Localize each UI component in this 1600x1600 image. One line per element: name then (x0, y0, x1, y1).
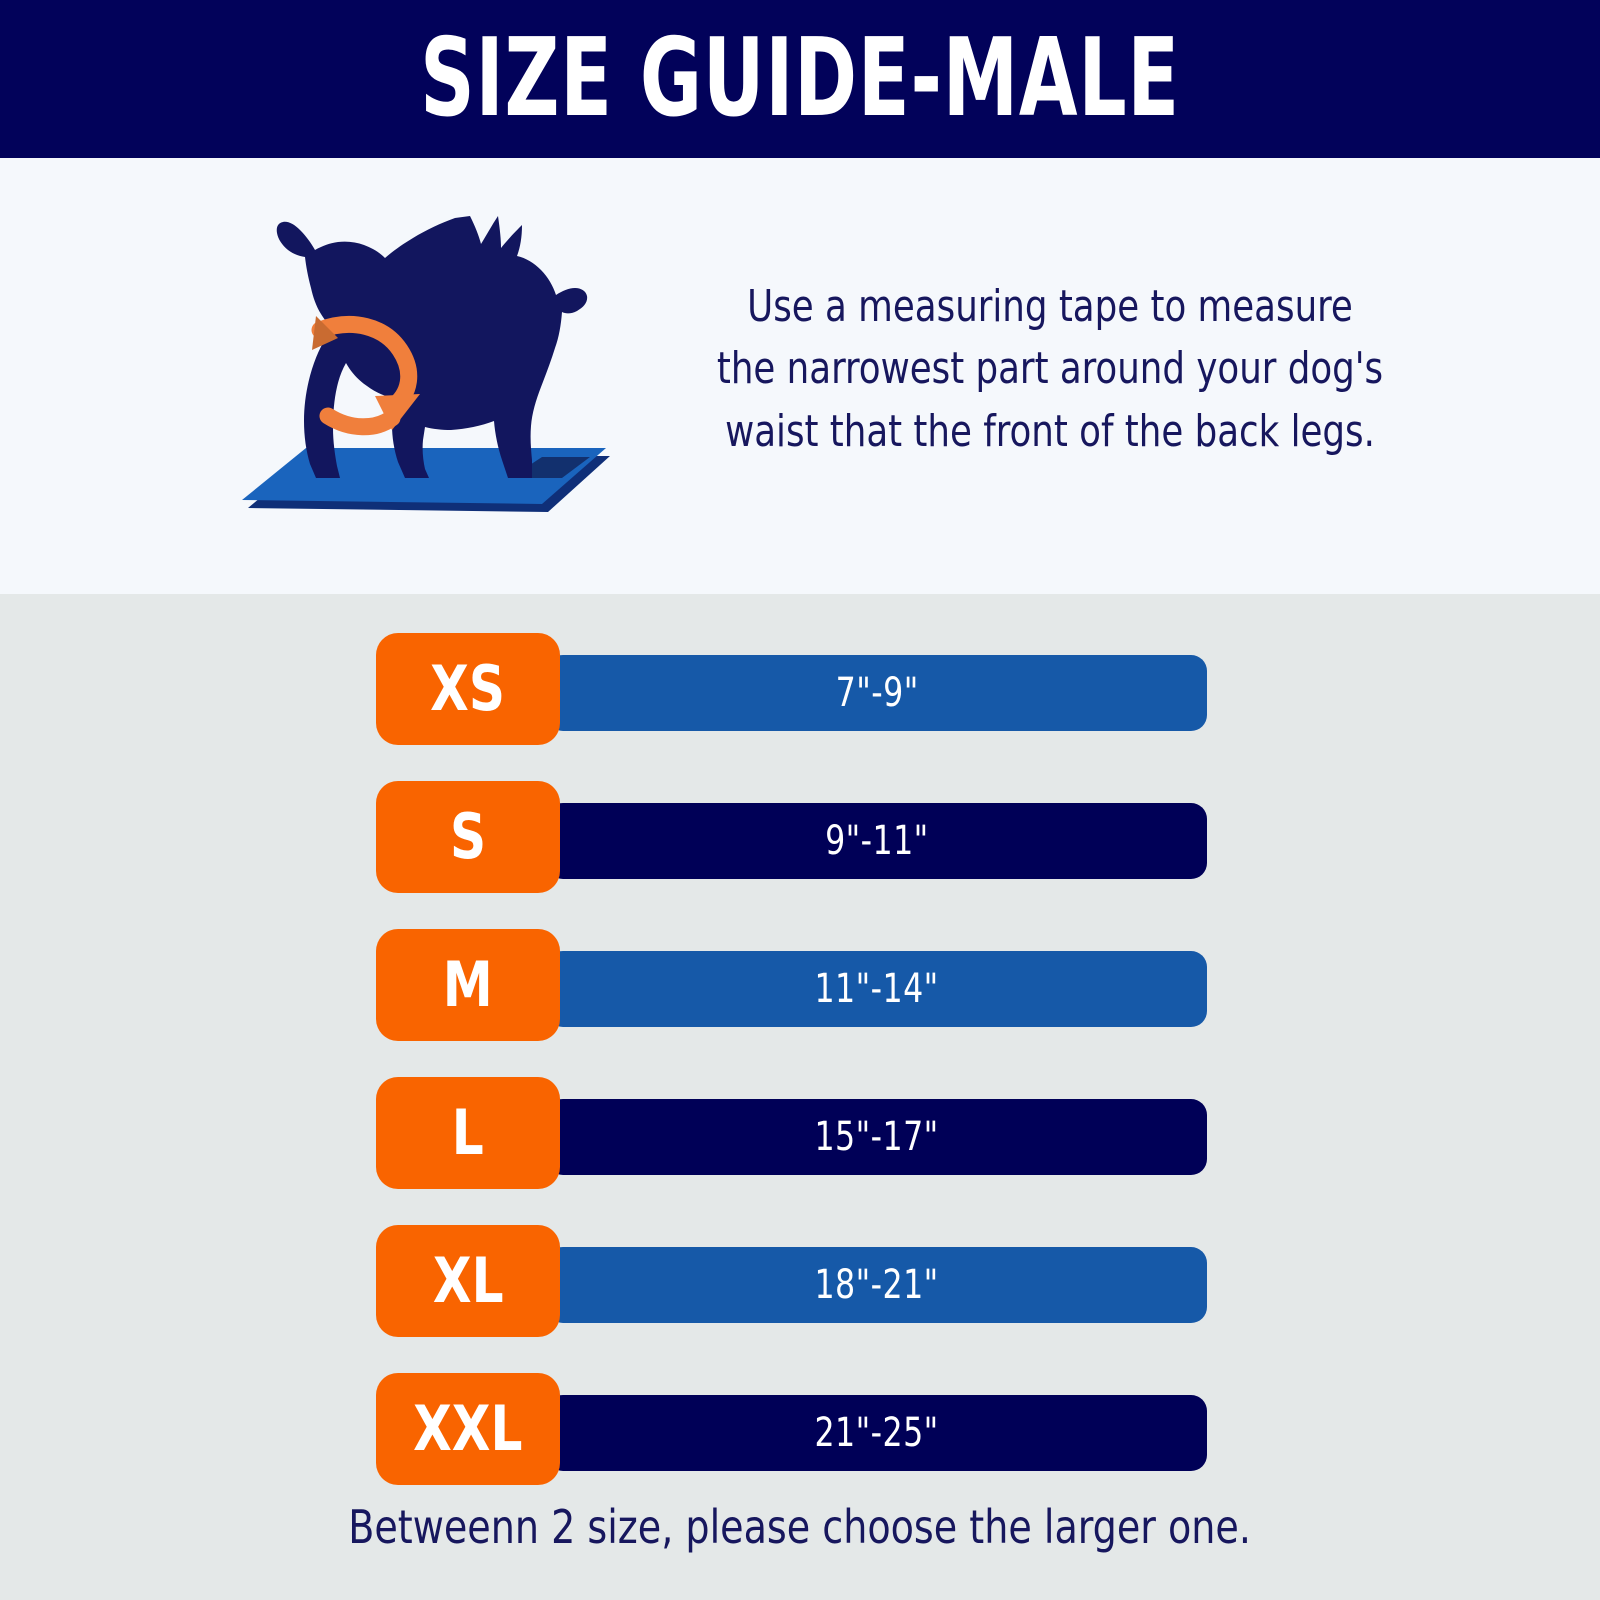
size-row: 7"-9" XS (376, 633, 1216, 745)
measurement-range: 15"-17" (814, 1114, 940, 1160)
size-chip-xs[interactable]: XS (376, 633, 560, 745)
measurement-bar: 9"-11" (547, 803, 1207, 879)
instruction-section: Use a measuring tape to measure the narr… (0, 158, 1600, 594)
footnote: Betweenn 2 size, please choose the large… (348, 1500, 1252, 1554)
instruction-line-3: waist that the front of the back legs. (725, 405, 1375, 457)
measurement-bar: 18"-21" (547, 1247, 1207, 1323)
size-chip-m[interactable]: M (376, 929, 560, 1041)
measurement-bar: 7"-9" (547, 655, 1207, 731)
measurement-range: 9"-11" (825, 818, 929, 864)
size-chip-xl[interactable]: XL (376, 1225, 560, 1337)
measurement-range: 7"-9" (835, 670, 919, 716)
arrow-head-icon (375, 394, 420, 430)
size-chip-label: L (451, 1096, 484, 1169)
measurement-bar: 15"-17" (547, 1099, 1207, 1175)
size-row: 18"-21" XL (376, 1225, 1216, 1337)
header-banner: SIZE GUIDE-MALE (0, 0, 1600, 158)
size-chart-section: 7"-9" XS 9"-11" S 11"-14" M 15"-17" L 18"-21" XL 2… (0, 594, 1600, 1600)
measuring-instructions: Use a measuring tape to measure the narr… (681, 276, 1419, 463)
yoga-mat-icon (242, 448, 610, 512)
arrow-tail-icon (312, 316, 338, 350)
page-title: SIZE GUIDE-MALE (420, 16, 1180, 141)
measurement-arrow-icon (311, 316, 418, 436)
measurement-range: 11"-14" (814, 966, 940, 1012)
size-chip-label: M (443, 948, 493, 1021)
measurement-range: 18"-21" (814, 1262, 940, 1308)
size-chip-label: XL (432, 1244, 504, 1317)
size-row: 9"-11" S (376, 781, 1216, 893)
instruction-line-2: the narrowest part around your dog's (716, 343, 1384, 395)
measurement-bar: 21"-25" (547, 1395, 1207, 1471)
size-chip-label: S (449, 800, 487, 873)
size-chip-l[interactable]: L (376, 1077, 560, 1189)
size-row: 21"-25" XXL (376, 1373, 1216, 1485)
measurement-bar: 11"-14" (547, 951, 1207, 1027)
size-chip-xxl[interactable]: XXL (376, 1373, 560, 1485)
dog-silhouette-icon (276, 216, 588, 478)
size-row: 11"-14" M (376, 929, 1216, 1041)
instruction-line-1: Use a measuring tape to measure (747, 281, 1353, 332)
size-row: 15"-17" L (376, 1077, 1216, 1189)
size-chip-label: XS (430, 652, 506, 725)
dog-measuring-illustration (170, 178, 630, 538)
measurement-range: 21"-25" (814, 1410, 940, 1456)
size-chip-label: XXL (413, 1392, 523, 1465)
size-chip-s[interactable]: S (376, 781, 560, 893)
